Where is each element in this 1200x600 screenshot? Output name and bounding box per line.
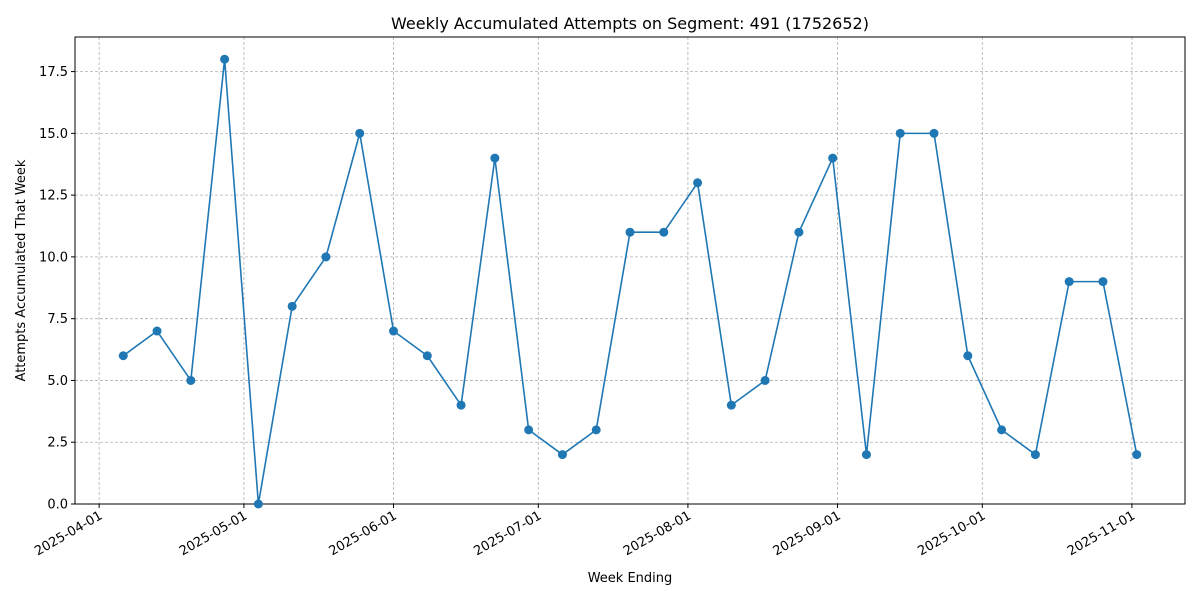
- data-point: [253, 499, 263, 509]
- data-point: [152, 326, 162, 336]
- data-point: [895, 128, 905, 138]
- data-point: [861, 450, 871, 460]
- data-point: [929, 128, 939, 138]
- data-point: [625, 227, 635, 237]
- data-point: [456, 400, 466, 410]
- y-tick-label: 5.0: [47, 374, 68, 389]
- data-point: [760, 375, 770, 385]
- data-point: [186, 375, 196, 385]
- x-tick-label: 2025-07-01: [471, 508, 544, 559]
- y-tick-label: 7.5: [47, 312, 68, 327]
- x-tick-label: 2025-08-01: [621, 508, 694, 559]
- data-point: [355, 128, 365, 138]
- y-axis: 0.0 2.5 5.0 7.5 10.0 12.5 15.0 17.5: [39, 65, 75, 513]
- y-tick-label: 0.0: [47, 498, 68, 513]
- x-tick-label: 2025-11-01: [1065, 508, 1138, 559]
- data-point: [1064, 277, 1074, 287]
- plot-frame: [74, 36, 1186, 505]
- data-point: [321, 252, 331, 262]
- x-axis-label: Week Ending: [588, 571, 673, 586]
- y-tick-label: 15.0: [39, 127, 68, 142]
- data-point: [659, 227, 669, 237]
- data-point: [1132, 450, 1142, 460]
- y-tick-label: 12.5: [39, 189, 68, 204]
- data-point: [220, 54, 230, 64]
- data-point: [1098, 277, 1108, 287]
- data-point: [828, 153, 838, 163]
- data-point: [490, 153, 500, 163]
- data-point: [422, 351, 432, 361]
- data-point: [794, 227, 804, 237]
- data-point: [726, 400, 736, 410]
- y-tick-label: 17.5: [39, 65, 68, 80]
- x-tick-label: 2025-05-01: [177, 508, 250, 559]
- data-point: [287, 301, 297, 311]
- data-point: [557, 450, 567, 460]
- x-axis: 2025-04-01 2025-05-01 2025-06-01 2025-07-01…: [32, 504, 1138, 559]
- x-tick-label: 2025-06-01: [327, 508, 400, 559]
- y-axis-label: Attempts Accumulated That Week: [14, 159, 29, 381]
- y-tick-label: 2.5: [47, 436, 68, 451]
- data-point: [591, 425, 601, 435]
- data-point: [524, 425, 534, 435]
- x-tick-label: 2025-09-01: [771, 508, 844, 559]
- chart-title: Weekly Accumulated Attempts on Segment: …: [391, 14, 869, 33]
- grid-lines: [75, 37, 1185, 505]
- data-point: [693, 178, 703, 188]
- data-point: [963, 351, 973, 361]
- data-point: [389, 326, 399, 336]
- x-tick-label: 2025-10-01: [915, 508, 988, 559]
- data-point: [118, 351, 128, 361]
- x-tick-label: 2025-04-01: [32, 508, 105, 559]
- series-line: [122, 58, 1138, 505]
- data-point: [1030, 450, 1040, 460]
- data-point: [997, 425, 1007, 435]
- series: [118, 54, 1142, 509]
- y-tick-label: 10.0: [39, 250, 68, 265]
